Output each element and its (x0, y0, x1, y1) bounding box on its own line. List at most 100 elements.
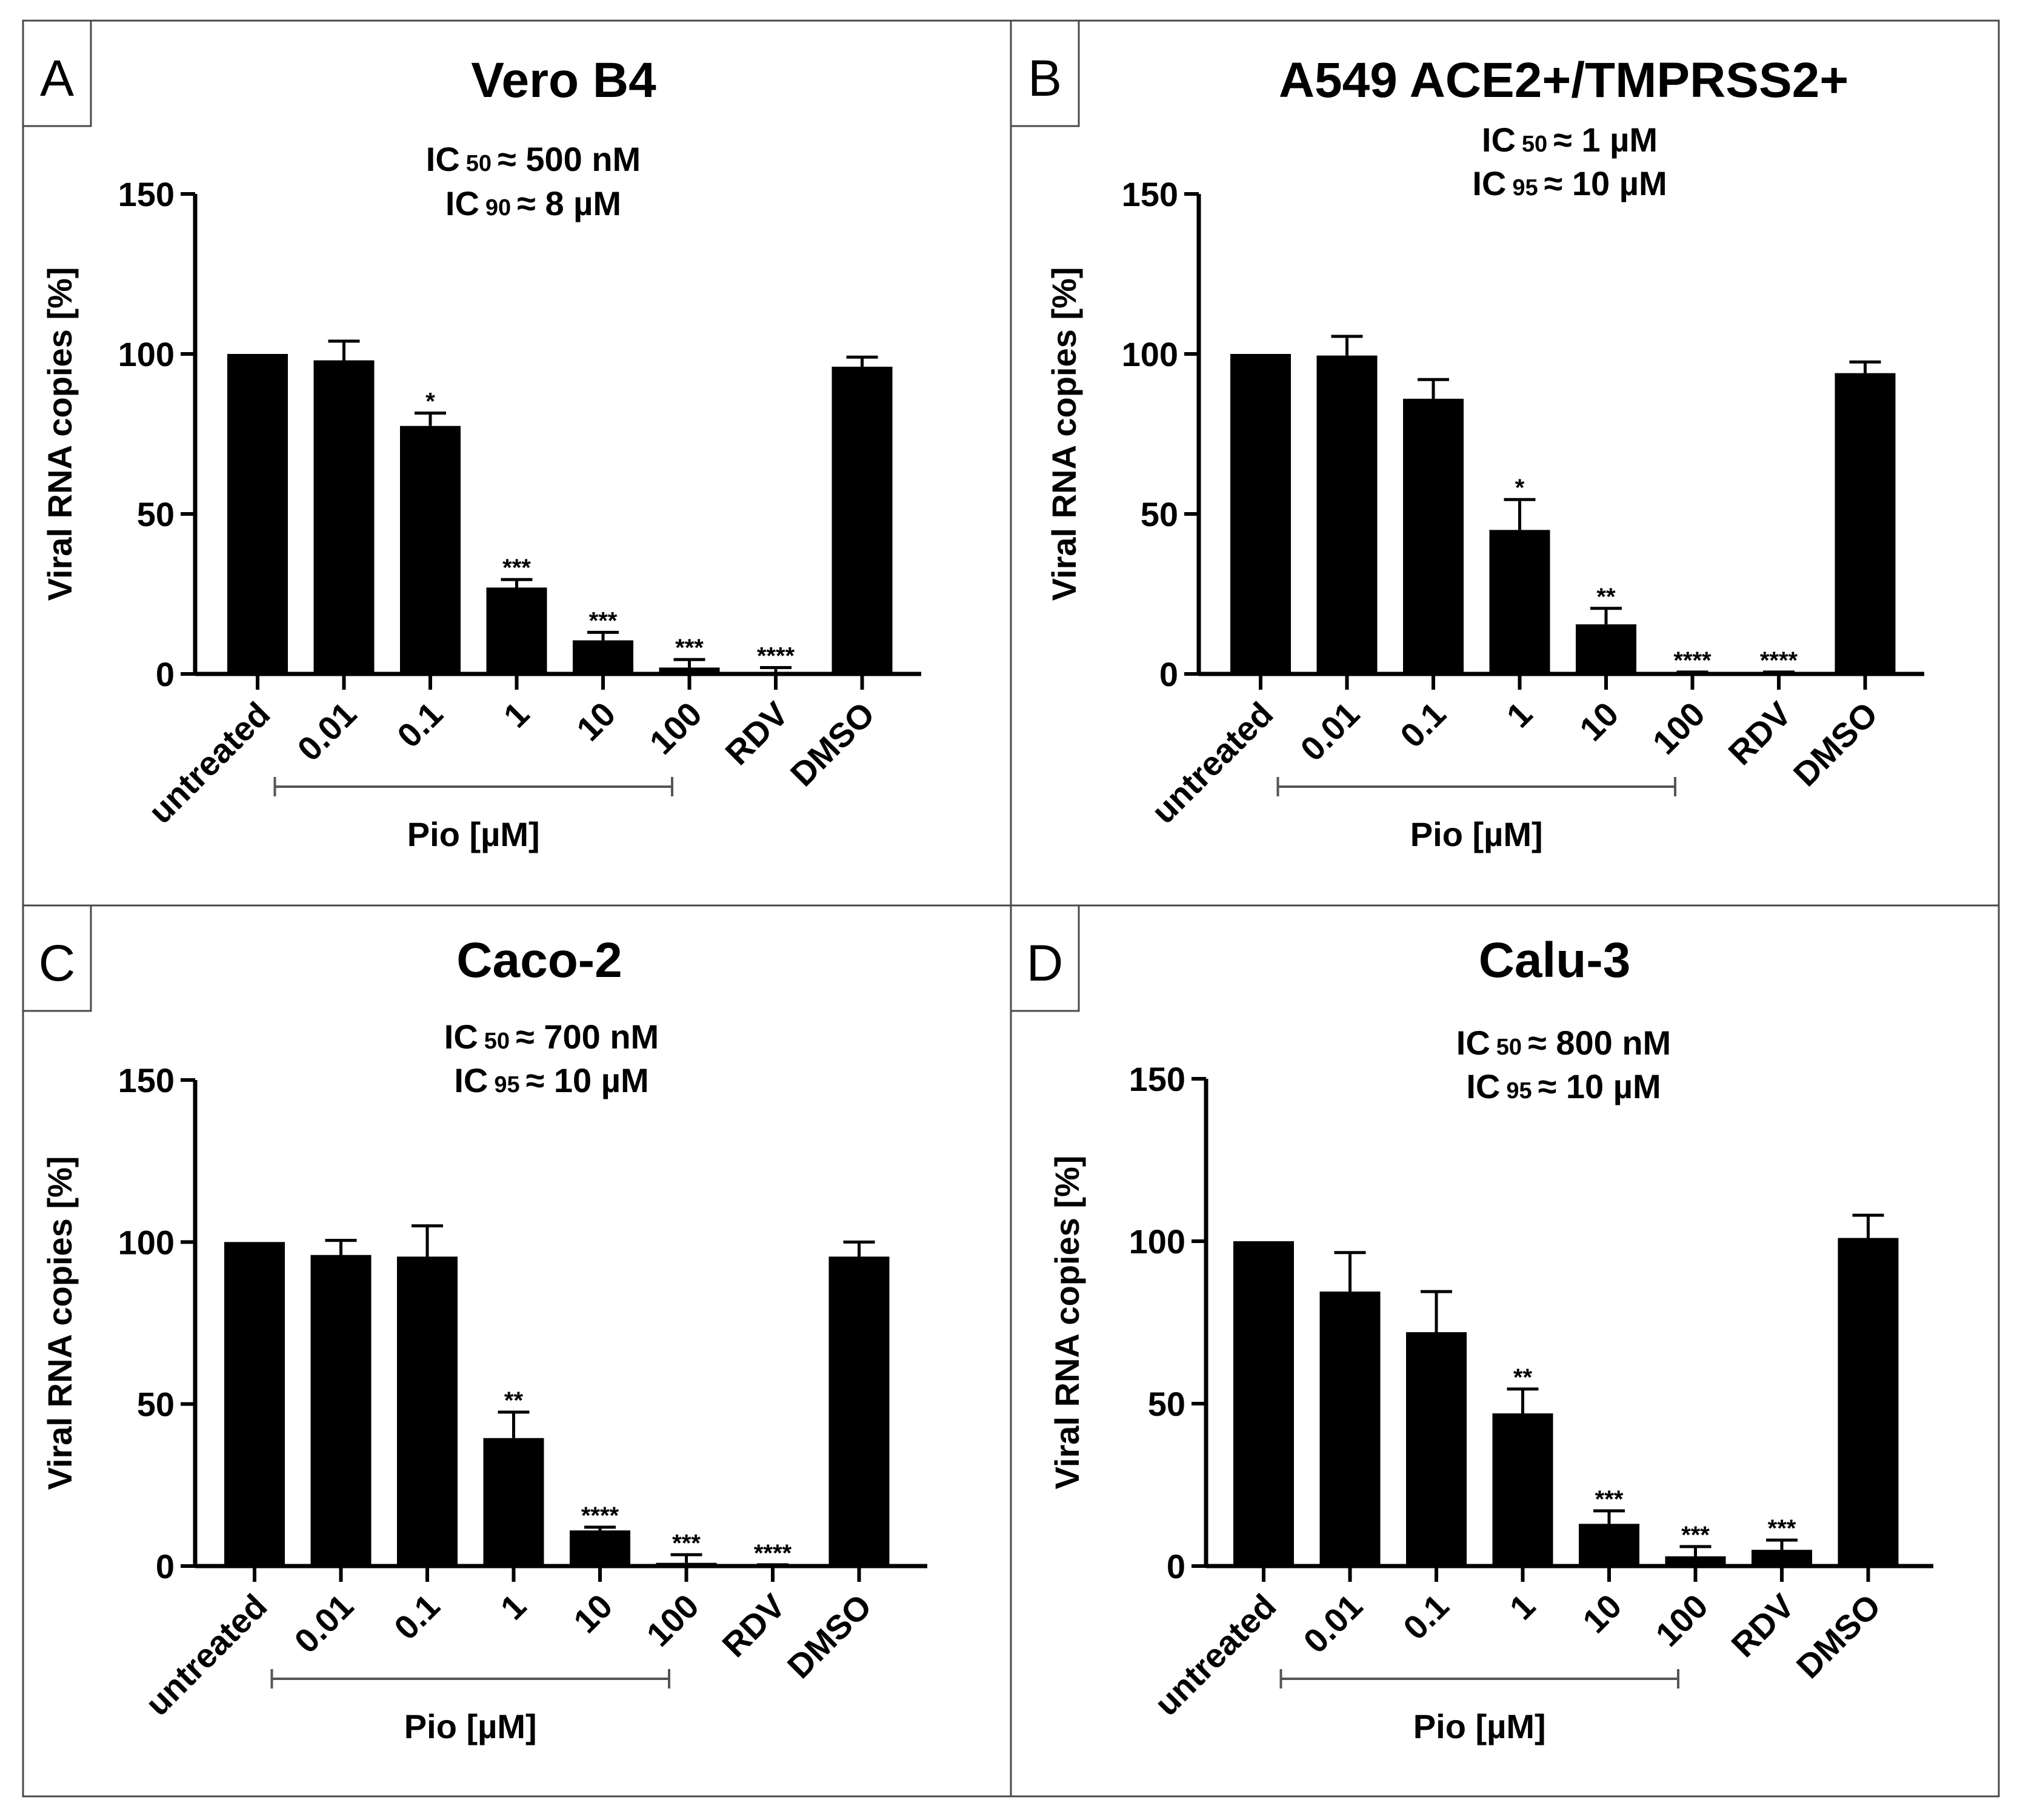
x-tick-label: RDV (1724, 1587, 1801, 1664)
y-tick-label: 0 (1167, 1547, 1185, 1585)
panel-letter-box (1010, 19, 1080, 127)
significance-label: * (425, 388, 435, 415)
bar (483, 1438, 544, 1566)
ic-value: ≈ 1 µM (1553, 121, 1658, 159)
bar (1403, 398, 1464, 674)
x-tick-label: RDV (718, 695, 795, 772)
y-tick-label: 150 (1122, 175, 1178, 213)
significance-label: *** (1681, 1522, 1710, 1548)
x-tick-label: RDV (715, 1587, 792, 1664)
ic-line-1: IC 50 ≈ 700 nM (444, 1018, 659, 1056)
bar (227, 354, 288, 674)
y-tick-label: 0 (1159, 655, 1178, 693)
ic-line-2: IC 95 ≈ 10 µM (1466, 1067, 1661, 1105)
bar (1406, 1332, 1467, 1566)
x-tick-label: 0.1 (1396, 1587, 1456, 1647)
bar (1579, 1524, 1639, 1566)
bar (1489, 530, 1550, 674)
x-tick-label: 100 (1648, 1587, 1715, 1654)
bar (1662, 673, 1723, 675)
ic-prefix: IC (444, 1018, 478, 1056)
x-tick-label: 100 (1645, 695, 1712, 762)
bar (486, 587, 547, 674)
group-label: Pio [µM] (404, 1707, 537, 1745)
chart-title: A549 ACE2+/TMPRSS2+ (1279, 53, 1848, 108)
bar (832, 367, 893, 674)
bar (570, 1530, 630, 1566)
panel-letter: D (1027, 935, 1064, 992)
panel-letter: A (40, 50, 74, 107)
panel-a: A Vero B4 IC 50 ≈ 500 nM IC 90 ≈ 8 µM 050100… (22, 19, 1012, 907)
ic-subscript: 95 (1506, 1078, 1532, 1104)
x-tick-label: untreated (138, 1587, 275, 1723)
significance-label: *** (1595, 1486, 1624, 1513)
y-tick-label: 100 (118, 335, 175, 373)
ic-subscript: 90 (485, 195, 511, 221)
x-tick-label: 0.1 (387, 1587, 447, 1647)
x-tick-label: 0.1 (390, 695, 450, 755)
y-tick-label: 100 (1129, 1222, 1185, 1261)
panel-frame (1010, 904, 2000, 1798)
ic-subscript: 95 (1512, 175, 1538, 201)
bar (397, 1256, 458, 1566)
ic-prefix: IC (1466, 1067, 1500, 1105)
y-tick-label: 50 (137, 1385, 175, 1424)
bar (224, 1242, 285, 1566)
panel-letter: C (39, 935, 76, 992)
ic-line-1: IC 50 ≈ 500 nM (426, 140, 641, 178)
significance-label: *** (672, 1530, 701, 1556)
ic-prefix: IC (1472, 164, 1506, 202)
y-axis-label: Viral RNA copies [%] (41, 1156, 79, 1490)
y-tick-label: 0 (156, 655, 175, 693)
y-tick-label: 50 (137, 495, 175, 533)
ic-prefix: IC (1456, 1024, 1490, 1062)
x-tick-label: 1 (493, 1587, 533, 1627)
bar (1576, 624, 1636, 674)
ic-subscript: 50 (466, 151, 492, 176)
panel-letter-box (22, 19, 92, 127)
x-tick-label: 0.01 (290, 695, 364, 768)
panel-letter-box (1010, 904, 1080, 1012)
significance-label: **** (581, 1502, 619, 1529)
ic-value: ≈ 8 µM (517, 184, 621, 222)
y-axis-label: Viral RNA copies [%] (1045, 267, 1083, 601)
significance-label: ** (1513, 1364, 1533, 1391)
ic-line-2: IC 95 ≈ 10 µM (1472, 164, 1667, 202)
bar (745, 672, 806, 674)
x-tick-label: 100 (642, 695, 709, 762)
y-tick-label: 150 (1129, 1060, 1185, 1098)
bar (1665, 1556, 1726, 1566)
panel-letter: B (1028, 50, 1062, 107)
y-tick-label: 150 (118, 1061, 175, 1099)
x-tick-label: DMSO (1786, 695, 1885, 793)
ic-value: ≈ 800 nM (1528, 1024, 1671, 1062)
x-tick-label: 1 (1502, 1587, 1542, 1627)
x-tick-label: 1 (496, 695, 536, 735)
bar (1752, 1550, 1812, 1566)
ic-prefix: IC (445, 184, 479, 222)
ic-value: ≈ 500 nM (498, 140, 641, 178)
y-axis-label: Viral RNA copies [%] (41, 267, 79, 601)
ic-line-1: IC 50 ≈ 800 nM (1456, 1024, 1671, 1062)
bar (313, 360, 375, 674)
x-tick-label: DMSO (780, 1587, 879, 1685)
bar (659, 667, 720, 674)
significance-label: *** (675, 635, 704, 661)
ic-subscript: 50 (484, 1028, 510, 1054)
ic-subscript: 95 (494, 1072, 519, 1098)
bar (656, 1562, 717, 1566)
ic-prefix: IC (1482, 121, 1516, 159)
ic-line-2: IC 95 ≈ 10 µM (454, 1061, 648, 1099)
ic-value: ≈ 10 µM (1544, 164, 1667, 202)
y-tick-label: 100 (1122, 335, 1178, 373)
group-label: Pio [µM] (1410, 815, 1543, 853)
significance-label: **** (757, 642, 795, 669)
bar (1492, 1413, 1553, 1566)
ic-subscript: 50 (1496, 1035, 1522, 1060)
x-tick-label: untreated (1144, 695, 1281, 831)
bar (1319, 1292, 1381, 1566)
y-tick-label: 0 (156, 1547, 175, 1585)
